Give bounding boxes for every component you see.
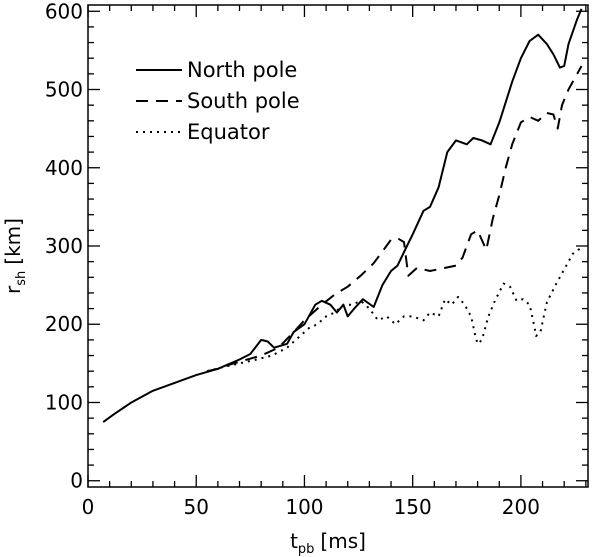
series-layer — [102, 8, 583, 423]
x-tick-label: 150 — [394, 495, 432, 519]
y-tick-label: 500 — [45, 78, 83, 102]
y-tick-label: 0 — [70, 469, 83, 493]
y-tick-label: 600 — [45, 0, 83, 23]
x-tick-label: 100 — [285, 495, 323, 519]
plot-area: North pole South pole Equator — [87, 4, 589, 488]
legend: North pole South pole Equator — [136, 58, 300, 144]
y-axis-label-sub: sh — [14, 271, 29, 286]
x-axis-label-unit: [ms] — [320, 529, 366, 553]
x-axis-label: tpb [ms] — [290, 529, 366, 557]
y-tick-labels: 0 100 200 300 400 500 600 — [45, 0, 83, 493]
x-tick-labels: 0 50 100 150 200 — [82, 495, 540, 519]
x-tick-label: 50 — [183, 495, 208, 519]
axis-ticks — [87, 5, 588, 487]
legend-label: South pole — [187, 89, 300, 113]
y-axis-label: rsh [km] — [1, 218, 29, 294]
x-axis-label-main: t — [290, 529, 298, 553]
y-axis-label-unit: [km] — [1, 218, 25, 265]
y-tick-label: 300 — [45, 234, 83, 258]
y-tick-label: 200 — [45, 312, 83, 336]
legend-label: North pole — [187, 58, 297, 82]
x-tick-label: 200 — [502, 495, 540, 519]
legend-label: Equator — [187, 120, 270, 144]
series-line-equator — [206, 246, 583, 373]
x-tick-label: 0 — [82, 495, 95, 519]
x-axis-label-sub: pb — [298, 542, 315, 557]
y-tick-label: 400 — [45, 156, 83, 180]
series-line-south-pole — [206, 65, 583, 373]
series-line-north-pole — [102, 8, 583, 423]
y-axis-label-main: r — [1, 285, 25, 294]
y-tick-label: 100 — [45, 390, 83, 414]
